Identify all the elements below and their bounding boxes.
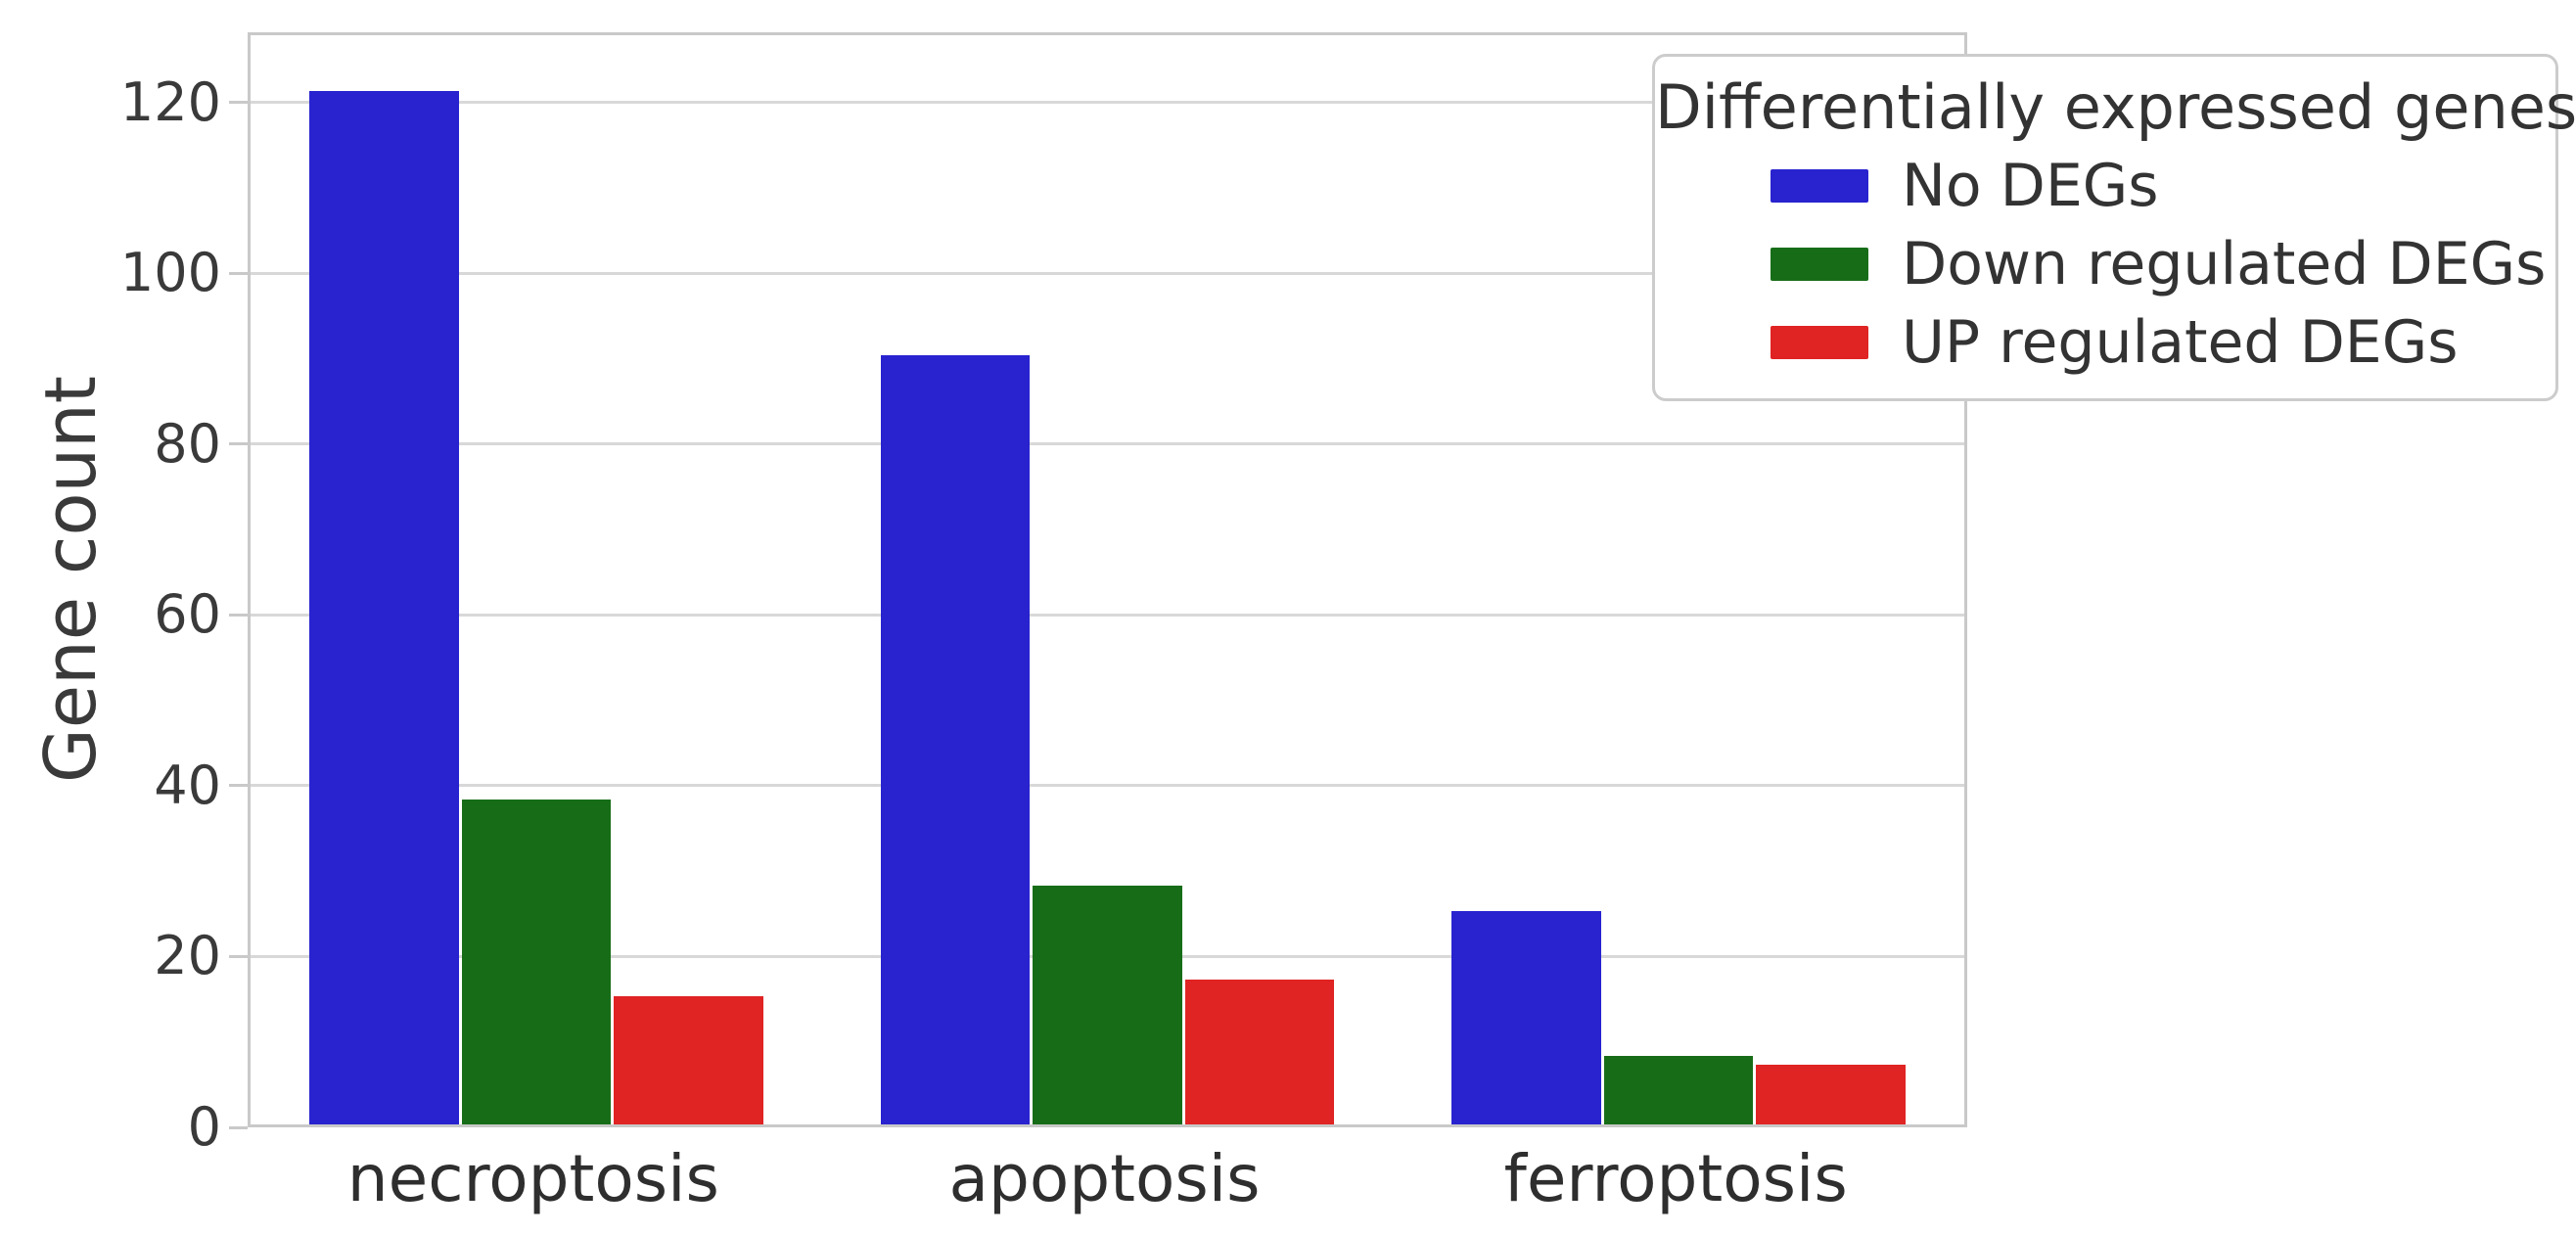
legend-swatch-up-regulated-icon <box>1771 326 1868 360</box>
y-tick-label-60: 60 <box>154 583 221 646</box>
legend-swatch-down-regulated-icon <box>1771 248 1868 282</box>
gridline-y-100 <box>251 271 1964 275</box>
gridline-y-40 <box>251 784 1964 788</box>
y-tick-label-120: 120 <box>119 70 221 133</box>
bar-apoptosis-up-regulated-degs <box>1184 979 1335 1124</box>
y-tick-mark-100 <box>229 271 248 275</box>
y-tick-mark-0 <box>229 1125 248 1129</box>
bar-ferroptosis-down-regulated-degs <box>1603 1056 1754 1124</box>
y-tick-mark-60 <box>229 613 248 617</box>
bar-ferroptosis-no-degs <box>1451 910 1601 1124</box>
y-tick-label-0: 0 <box>187 1096 221 1158</box>
y-tick-mark-120 <box>229 101 248 105</box>
gridline-y-120 <box>251 101 1964 105</box>
legend: Differentially expressed genes No DEGs D… <box>1652 54 2576 402</box>
x-tick-label-ferroptosis: ferroptosis <box>1503 1141 1848 1216</box>
x-tick-label-necroptosis: necroptosis <box>346 1141 719 1216</box>
bar-apoptosis-no-degs <box>880 355 1031 1124</box>
y-tick-mark-40 <box>229 784 248 788</box>
bar-necroptosis-no-degs <box>308 90 459 1124</box>
legend-item-down-regulated-degs: Down regulated DEGs <box>1771 230 2555 298</box>
y-tick-label-100: 100 <box>119 242 221 304</box>
bar-necroptosis-down-regulated-degs <box>461 800 612 1124</box>
legend-label-no-degs: No DEGs <box>1902 152 2159 221</box>
y-tick-label-80: 80 <box>154 412 221 475</box>
y-tick-label-40: 40 <box>154 754 221 816</box>
bar-necroptosis-up-regulated-degs <box>614 996 763 1124</box>
legend-item-up-regulated-degs: UP regulated DEGs <box>1771 308 2555 377</box>
y-tick-mark-80 <box>229 442 248 446</box>
x-tick-label-apoptosis: apoptosis <box>948 1141 1261 1216</box>
y-tick-mark-20 <box>229 954 248 958</box>
gridline-y-60 <box>251 613 1964 617</box>
y-tick-label-20: 20 <box>154 925 221 987</box>
legend-label-down-regulated-degs: Down regulated DEGs <box>1902 230 2547 299</box>
legend-item-no-degs: No DEGs <box>1771 152 2555 220</box>
gridline-y-80 <box>251 442 1964 446</box>
bar-apoptosis-down-regulated-degs <box>1033 885 1182 1124</box>
bar-ferroptosis-up-regulated-degs <box>1756 1064 1907 1124</box>
legend-label-up-regulated-degs: UP regulated DEGs <box>1902 308 2459 378</box>
legend-swatch-no-degs-icon <box>1771 169 1868 204</box>
legend-title: Differentially expressed genes <box>1655 71 2576 143</box>
